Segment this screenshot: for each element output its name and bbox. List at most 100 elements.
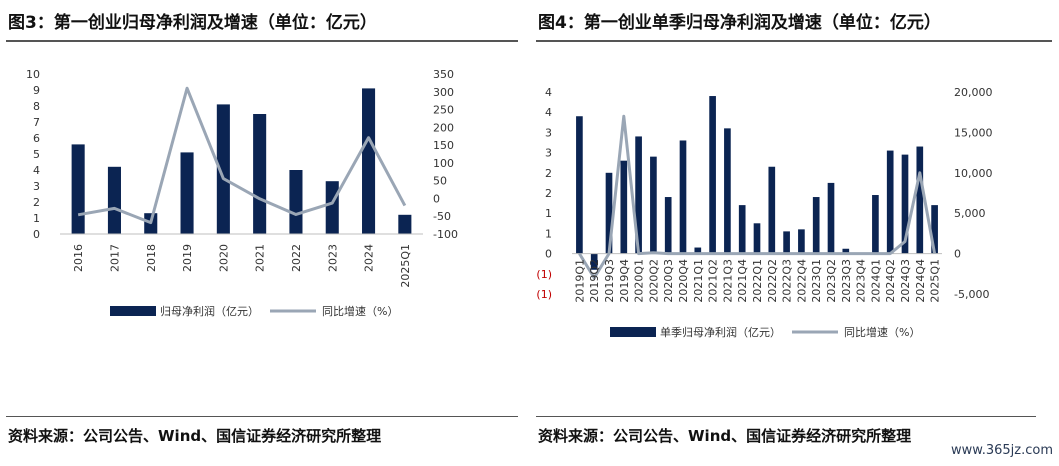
right-axis-tick: 5,000 xyxy=(954,207,986,220)
right-source: 资料来源：公司公告、Wind、国信证券经济研究所整理 xyxy=(538,427,912,445)
legend: 单季归母净利润（亿元） 同比增速（%） xyxy=(610,325,920,339)
left-axis-tick: (1) xyxy=(536,288,552,301)
left-axis-tick: 9 xyxy=(33,84,40,97)
left-axis-tick: 1 xyxy=(33,212,40,225)
legend-bar-label: 单季归母净利润（亿元） xyxy=(660,325,781,339)
left-axis-tick: 7 xyxy=(33,116,40,129)
bar xyxy=(931,205,938,254)
right-axis-tick: 350 xyxy=(433,68,454,81)
bar xyxy=(768,166,776,254)
bar xyxy=(753,223,761,254)
legend: 归母净利润（亿元） 同比增速（%） xyxy=(110,304,398,318)
category-label: 2020Q1 xyxy=(633,259,646,303)
category-label: 2019 xyxy=(181,244,194,272)
bar xyxy=(709,96,716,254)
left-axis-tick: 2 xyxy=(545,167,552,180)
category-label: 2022Q4 xyxy=(795,259,808,303)
bar xyxy=(724,128,731,254)
category-label: 2024Q2 xyxy=(884,259,897,303)
bar xyxy=(650,156,657,254)
category-label: 2020Q2 xyxy=(647,259,660,303)
left-axis-tick: 1 xyxy=(545,227,552,240)
category-label: 2020 xyxy=(217,244,230,272)
right-panel: 图4：第一创业单季归母净利润及增速（单位：亿元） (1) (1) 0 1 1 2 2 3 3 4 4… xyxy=(530,0,1059,466)
right-axis-tick: 200 xyxy=(433,121,454,134)
right-source-rule xyxy=(536,416,1036,417)
bar xyxy=(71,144,85,234)
category-label: 2022Q1 xyxy=(751,259,764,303)
category-label: 2017 xyxy=(108,244,121,272)
category-label: 2019Q3 xyxy=(603,259,616,303)
bar xyxy=(605,172,613,254)
left-title-rule xyxy=(6,40,518,42)
growth-line xyxy=(578,114,937,280)
right-axis-tick: 150 xyxy=(433,139,454,152)
category-label: 2024 xyxy=(363,244,376,272)
bar xyxy=(620,160,628,254)
left-axis-tick: 4 xyxy=(33,164,40,177)
left-axis-tick: 2 xyxy=(33,196,40,209)
category-label: 2020Q4 xyxy=(677,259,690,303)
left-axis-tick: 1 xyxy=(545,207,552,220)
bar xyxy=(783,231,790,254)
category-label: 2022Q2 xyxy=(766,259,779,303)
category-label: 2019Q4 xyxy=(618,259,631,303)
bar xyxy=(798,229,805,254)
right-axis-tick: 15,000 xyxy=(954,126,993,139)
bar xyxy=(398,214,412,234)
left-axis-tick: 8 xyxy=(33,100,40,113)
category-label: 2024Q3 xyxy=(899,259,912,303)
category-label: 2021Q3 xyxy=(721,259,734,303)
legend-bar-swatch xyxy=(610,327,656,337)
bar xyxy=(107,166,121,234)
left-axis-tick: 3 xyxy=(545,147,552,160)
right-title-rule xyxy=(536,40,1052,42)
left-axis-tick: 0 xyxy=(33,228,40,241)
right-axis-tick: 0 xyxy=(954,248,961,261)
bar xyxy=(635,136,642,254)
legend-bar-label: 归母净利润（亿元） xyxy=(160,304,259,318)
bar xyxy=(664,197,672,254)
watermark: www.365jz.com xyxy=(951,443,1053,458)
right-axis-tick: 50 xyxy=(433,175,447,188)
bar xyxy=(842,248,850,254)
category-label: 2024Q1 xyxy=(869,259,882,303)
legend-line-label: 同比增速（%） xyxy=(322,304,398,318)
left-axis-tick: 2 xyxy=(545,187,552,200)
category-label: 2023Q2 xyxy=(825,259,838,303)
right-axis-tick: 10,000 xyxy=(954,167,993,180)
category-label: 2023Q3 xyxy=(840,259,853,303)
category-label: 2024Q4 xyxy=(914,259,927,303)
left-chart-title: 图3：第一创业归母净利润及增速（单位：亿元） xyxy=(8,13,377,33)
left-axis-tick: 6 xyxy=(33,132,40,145)
right-axis-tick: -100 xyxy=(433,228,458,241)
category-label: 2022Q3 xyxy=(781,259,794,303)
category-label: 2023 xyxy=(326,244,339,272)
legend-line-label: 同比增速（%） xyxy=(844,325,920,339)
left-axis-tick: 4 xyxy=(545,106,552,119)
right-axis-tick: 300 xyxy=(433,86,454,99)
bar xyxy=(590,253,598,270)
category-label: 2022 xyxy=(290,244,303,272)
category-label: 2025Q1 xyxy=(399,244,412,288)
left-source: 资料来源：公司公告、Wind、国信证券经济研究所整理 xyxy=(8,427,382,445)
left-source-rule xyxy=(6,416,518,417)
category-label: 2021 xyxy=(254,244,267,272)
left-axis-tick: (1) xyxy=(536,268,552,281)
right-axis-tick: 100 xyxy=(433,157,454,170)
category-label: 2019Q2 xyxy=(588,259,601,303)
right-axis-tick: 20,000 xyxy=(954,86,993,99)
left-axis-tick: 10 xyxy=(26,68,40,81)
right-axis-tick: 250 xyxy=(433,104,454,117)
bar xyxy=(886,150,894,254)
legend-bar-swatch xyxy=(110,306,156,316)
bar xyxy=(253,114,267,234)
category-label: 2023Q1 xyxy=(810,259,823,303)
bar xyxy=(916,146,924,254)
category-label: 2019Q1 xyxy=(573,259,586,303)
bar xyxy=(679,140,687,254)
left-axis-tick: 0 xyxy=(545,248,552,261)
bar xyxy=(325,181,339,234)
category-label: 2016 xyxy=(72,244,85,272)
bar xyxy=(694,247,702,254)
